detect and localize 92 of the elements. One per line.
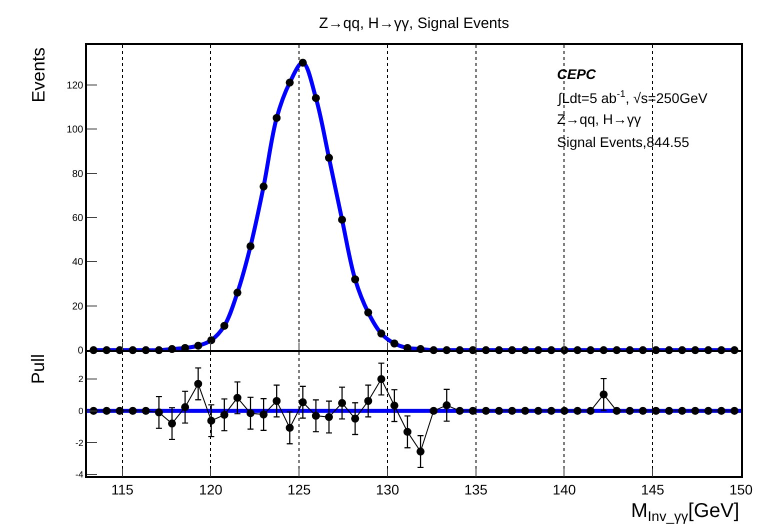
point — [403, 428, 412, 436]
y-tick-label: 60 — [72, 212, 84, 224]
point — [456, 406, 464, 415]
y-axis-title: Pull — [28, 354, 48, 384]
point — [298, 58, 307, 67]
point — [377, 375, 386, 384]
point — [730, 406, 738, 415]
x-tick-label: 130 — [376, 482, 400, 498]
point — [312, 412, 320, 420]
y-axis-title: Events — [28, 47, 48, 102]
point — [626, 406, 634, 415]
point — [324, 154, 333, 162]
point — [638, 406, 647, 415]
point — [246, 242, 254, 250]
point — [338, 216, 346, 224]
annotation: Signal Events,844.55 — [557, 134, 690, 150]
point — [142, 406, 150, 415]
point — [246, 409, 254, 418]
point — [286, 424, 294, 432]
x-tick-label: 140 — [552, 482, 576, 498]
y-tick-label: 0 — [78, 406, 84, 416]
point — [272, 114, 281, 122]
point — [116, 406, 124, 415]
point — [508, 406, 516, 415]
chart-title: Z→qq, H→γγ, Signal Events — [319, 15, 510, 32]
point — [351, 275, 360, 284]
point — [665, 406, 674, 415]
x-tick-label: 145 — [640, 482, 665, 498]
point — [298, 398, 307, 406]
point — [678, 406, 686, 415]
point — [272, 396, 281, 405]
y-tick-label: -4 — [75, 470, 84, 480]
point — [194, 380, 202, 388]
x-tick-label: 125 — [287, 482, 312, 498]
point — [260, 182, 268, 191]
point — [600, 390, 608, 398]
point — [612, 406, 621, 415]
point — [390, 340, 398, 348]
point — [430, 406, 438, 415]
point — [586, 406, 595, 415]
x-axis-title: M$_{Inv_γγ}$[GeV] — [631, 500, 740, 524]
point — [286, 78, 294, 87]
point — [547, 406, 556, 415]
point — [233, 394, 242, 402]
point — [168, 420, 176, 428]
x-tick-label: 150 — [729, 482, 753, 498]
y-tick-label: -2 — [75, 438, 84, 448]
point — [102, 406, 111, 415]
y-tick-label: 2 — [78, 374, 84, 384]
x-tick-label: 120 — [199, 482, 223, 498]
point — [351, 414, 360, 423]
annotation: CEPC — [557, 66, 597, 82]
point — [717, 406, 726, 415]
x-tick-label: 115 — [111, 482, 134, 498]
point — [338, 399, 346, 408]
point — [220, 322, 228, 330]
y-tick-label: 120 — [66, 80, 84, 92]
point — [220, 410, 228, 419]
y-tick-label: 80 — [72, 168, 84, 180]
point — [390, 402, 398, 410]
annotation: Z→qq, H→γγ — [557, 111, 642, 127]
point — [521, 406, 530, 415]
point — [534, 406, 542, 415]
point — [416, 448, 425, 456]
point — [652, 406, 660, 415]
point — [482, 406, 490, 415]
point — [704, 406, 712, 415]
point — [312, 94, 320, 102]
point — [324, 413, 333, 422]
point — [233, 288, 242, 297]
point — [495, 406, 504, 415]
point — [691, 406, 700, 415]
y-tick-label: 0 — [78, 346, 84, 357]
point — [154, 408, 163, 416]
point — [560, 406, 568, 415]
y-tick-label: 100 — [66, 124, 84, 136]
point — [207, 336, 216, 344]
point — [364, 308, 372, 317]
x-tick-label: 135 — [464, 482, 488, 498]
point — [442, 401, 451, 410]
point — [181, 403, 190, 412]
point — [468, 406, 477, 415]
point — [574, 406, 582, 415]
point — [128, 406, 137, 415]
annotation: ∫Ldt=5 ab$^{-1}$, √s=250GeV — [557, 89, 708, 106]
y-tick-label: 40 — [72, 257, 84, 268]
point — [364, 396, 372, 405]
y-tick-label: 20 — [72, 301, 84, 312]
point — [207, 416, 216, 425]
point — [377, 330, 386, 338]
point — [260, 410, 268, 418]
point — [194, 342, 202, 350]
